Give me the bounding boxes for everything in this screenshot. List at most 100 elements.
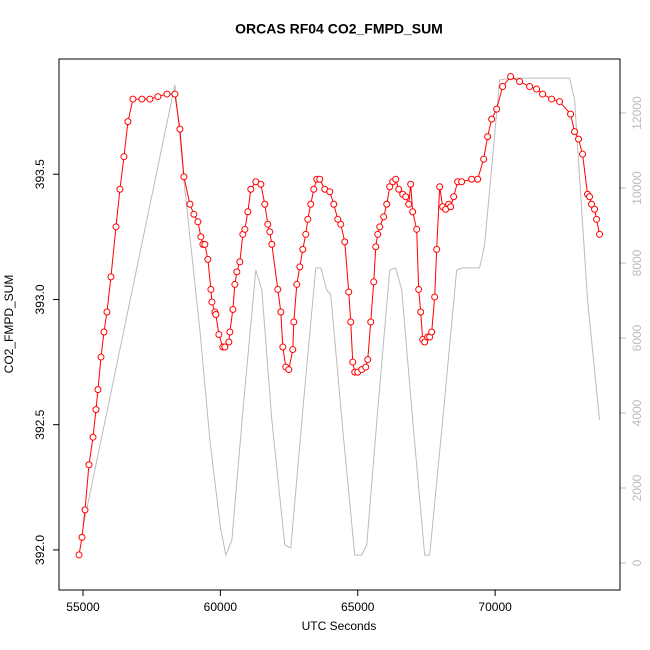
data-point <box>428 328 436 336</box>
data-point <box>588 200 596 208</box>
data-point <box>299 245 307 253</box>
data-point <box>289 346 297 354</box>
data-point <box>204 255 212 263</box>
data-point <box>386 183 394 191</box>
y-tick-label: 393.5 <box>33 159 47 189</box>
data-point <box>186 200 194 208</box>
data-point <box>257 180 265 188</box>
data-point <box>383 200 391 208</box>
data-point <box>334 215 342 223</box>
data-point <box>176 125 184 133</box>
data-point <box>244 208 252 216</box>
data-point <box>316 175 324 183</box>
data-point <box>431 293 439 301</box>
data-point <box>201 240 209 248</box>
data-point <box>499 83 507 91</box>
data-point <box>458 178 466 186</box>
plot-frame <box>58 58 621 591</box>
data-point <box>421 338 429 346</box>
data-point <box>89 433 97 441</box>
y2-tick-label: 0 <box>630 559 644 566</box>
data-point <box>81 506 89 514</box>
data-point <box>330 200 338 208</box>
data-point <box>241 225 249 233</box>
data-point <box>197 233 205 241</box>
data-point <box>233 268 241 276</box>
data-point <box>345 288 353 296</box>
data-point <box>112 223 120 231</box>
data-point <box>407 180 415 188</box>
data-point <box>302 230 310 238</box>
data-point <box>236 258 244 266</box>
data-point <box>556 98 564 106</box>
data-point <box>208 298 216 306</box>
data-point <box>417 308 425 316</box>
data-point <box>266 228 274 236</box>
data-point <box>124 118 132 126</box>
data-point <box>395 185 403 193</box>
data-point <box>539 90 547 98</box>
data-point <box>364 356 372 364</box>
data-point <box>285 366 293 374</box>
data-point <box>97 353 105 361</box>
data-point <box>413 225 421 233</box>
data-point <box>548 95 556 103</box>
data-point <box>591 205 599 213</box>
data-point <box>367 318 375 326</box>
data-point <box>264 220 272 228</box>
data-point <box>226 328 234 336</box>
data-point <box>596 230 604 238</box>
y-tick-label: 393.0 <box>33 284 47 314</box>
data-point <box>402 193 410 201</box>
data-point <box>433 245 441 253</box>
data-point <box>304 215 312 223</box>
data-point <box>474 175 482 183</box>
series-line <box>82 77 601 557</box>
data-point <box>279 343 287 351</box>
data-point <box>579 150 587 158</box>
y-axis-label: CO2_FMPD_SUM <box>2 275 16 374</box>
data-point <box>247 185 255 193</box>
data-point <box>405 200 413 208</box>
data-point <box>268 240 276 248</box>
data-point <box>75 551 83 559</box>
data-point <box>231 280 239 288</box>
data-point <box>261 200 269 208</box>
data-point <box>341 238 349 246</box>
y2-tick-label: 12000 <box>630 96 644 130</box>
data-point <box>207 285 215 293</box>
data-point <box>138 95 146 103</box>
data-point <box>380 213 388 221</box>
data-point <box>274 285 282 293</box>
data-point <box>120 153 128 161</box>
data-point <box>326 188 334 196</box>
data-point <box>447 203 455 211</box>
data-point <box>310 185 318 193</box>
y2-tick-label: 8000 <box>630 249 644 276</box>
data-point <box>103 308 111 316</box>
data-point <box>516 78 524 86</box>
data-point <box>215 331 223 339</box>
y2-tick-label: 10000 <box>630 171 644 205</box>
data-point <box>221 343 229 351</box>
x-axis-label: UTC Seconds <box>302 619 377 633</box>
data-point <box>415 285 423 293</box>
data-point <box>194 218 202 226</box>
series-line <box>78 75 601 556</box>
data-point <box>100 328 108 336</box>
data-point <box>436 183 444 191</box>
data-point <box>307 200 315 208</box>
data-point <box>171 90 179 98</box>
y-tick-label: 392.5 <box>33 409 47 439</box>
data-point <box>493 105 501 113</box>
data-point <box>571 128 579 136</box>
data-point <box>296 263 304 271</box>
data-point <box>212 310 220 318</box>
data-point <box>85 461 93 469</box>
data-point <box>533 85 541 93</box>
data-point <box>146 95 154 103</box>
x-tick-label: 65000 <box>341 600 375 614</box>
data-point <box>92 406 100 414</box>
data-point <box>593 215 601 223</box>
